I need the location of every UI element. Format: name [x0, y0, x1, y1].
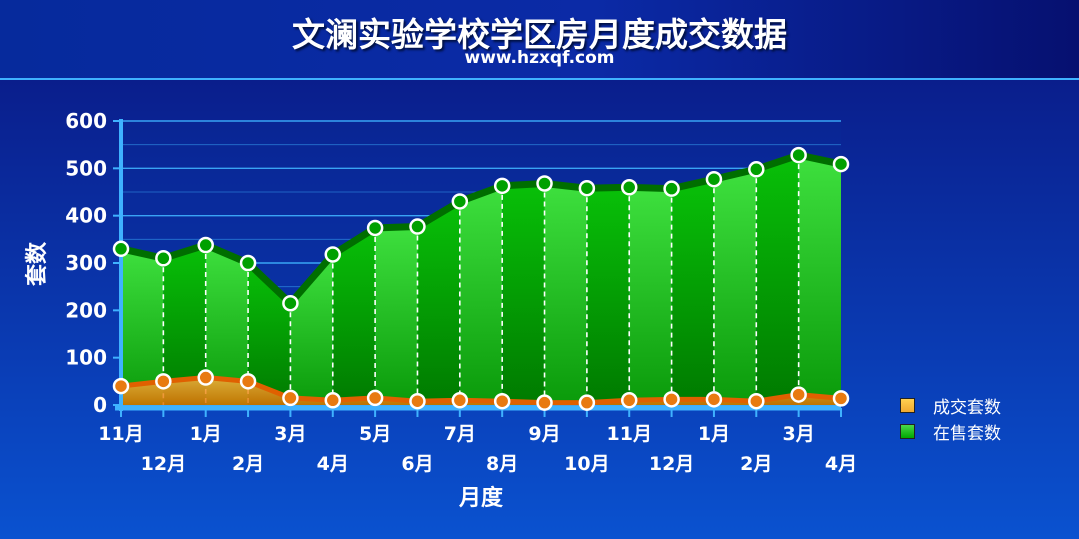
deal-point [790, 386, 807, 403]
stock-point [790, 146, 807, 164]
chart-subtitle: www.hzxqf.com [464, 48, 615, 68]
y-tick-label: 400 [65, 204, 107, 228]
deal-point [536, 394, 553, 411]
x-tick-label: 11月 [98, 423, 143, 445]
y-tick-label: 600 [65, 109, 107, 133]
legend-item-deals: 成交套数 [900, 392, 1001, 418]
stock-point [451, 193, 469, 210]
x-tick-label: 4月 [317, 453, 349, 475]
deal-point [155, 373, 172, 390]
stock-area-segment [248, 263, 291, 405]
y-tick-label: 0 [93, 393, 107, 417]
stock-point [705, 170, 723, 188]
deal-point [832, 390, 850, 407]
stock-area-segment [798, 155, 841, 405]
deal-point [112, 377, 130, 395]
stock-area-segment [586, 187, 630, 405]
stock-point [536, 175, 553, 192]
stock-point [748, 161, 765, 178]
x-tick-label: 9月 [528, 423, 560, 445]
deal-point [366, 389, 384, 407]
x-tick-label: 2月 [740, 453, 772, 475]
stock-point [578, 179, 596, 197]
x-tick-label: 12月 [141, 453, 186, 475]
stock-point [409, 218, 426, 235]
stock-point [663, 180, 680, 197]
stock-area-segment [502, 183, 545, 405]
x-tick-label: 12月 [649, 453, 694, 475]
stock-point [197, 236, 214, 254]
deal-point [620, 392, 638, 409]
legend: 成交套数 在售套数 [900, 392, 1001, 444]
deal-point [197, 369, 214, 386]
x-tick-label: 5月 [359, 423, 391, 445]
stock-area-segment [375, 226, 418, 405]
x-axis-label: 月度 [458, 485, 504, 511]
legend-label-deals: 成交套数 [933, 397, 1001, 418]
stock-area-segment [332, 227, 376, 405]
x-tick-label: 1月 [698, 423, 730, 445]
x-tick-label: 2月 [232, 453, 264, 475]
stock-area-segment [671, 179, 714, 405]
y-axis-label: 套数 [24, 241, 50, 286]
deal-point [451, 392, 469, 409]
legend-item-stock: 在售套数 [900, 418, 1001, 444]
y-tick-label: 100 [65, 346, 107, 370]
x-tick-label: 4月 [825, 453, 857, 475]
deal-point [282, 389, 299, 407]
stock-area-segment [121, 248, 164, 405]
y-tick-label: 200 [65, 298, 107, 322]
deal-point [705, 391, 723, 408]
stock-point [155, 250, 172, 267]
x-tick-label: 7月 [444, 423, 476, 445]
y-tick-label: 500 [65, 156, 107, 180]
stock-area-segment [205, 245, 249, 405]
deal-point [748, 392, 765, 410]
stock-point [493, 177, 511, 195]
x-tick-label: 3月 [783, 423, 815, 445]
deal-point [324, 392, 342, 409]
deal-point [578, 394, 596, 411]
stock-area-segment [544, 183, 587, 405]
stock-point [239, 254, 257, 272]
deal-point [409, 392, 426, 410]
deal-point [663, 391, 680, 408]
stock-area-segment [756, 155, 799, 405]
stock-point [324, 246, 342, 263]
stock-area-segment [417, 201, 460, 405]
stock-point [366, 219, 384, 237]
stock-area-segment [713, 169, 757, 405]
y-tick-label: 300 [65, 251, 107, 275]
x-tick-label: 8月 [486, 453, 518, 475]
stock-point [620, 179, 638, 196]
x-tick-label: 10月 [564, 453, 609, 475]
x-tick-label: 6月 [401, 453, 433, 475]
stock-point [832, 155, 850, 173]
chart-title: 文澜实验学校学区房月度成交数据 [292, 15, 787, 54]
deal-point [239, 373, 257, 390]
deal-point [493, 392, 511, 410]
x-tick-label: 3月 [274, 423, 306, 445]
stock-area-segment [163, 245, 206, 405]
stock-area-segment [629, 187, 672, 405]
legend-swatch-deals [900, 397, 915, 413]
header: 文澜实验学校学区房月度成交数据 www.hzxqf.com [0, 0, 1079, 78]
stock-point [282, 294, 299, 312]
x-tick-label: 1月 [190, 423, 222, 445]
legend-swatch-stock [900, 423, 915, 439]
stock-area-segment [459, 185, 503, 405]
x-tick-label: 11月 [607, 423, 652, 445]
legend-label-stock: 在售套数 [933, 423, 1001, 444]
stock-point [112, 240, 130, 258]
